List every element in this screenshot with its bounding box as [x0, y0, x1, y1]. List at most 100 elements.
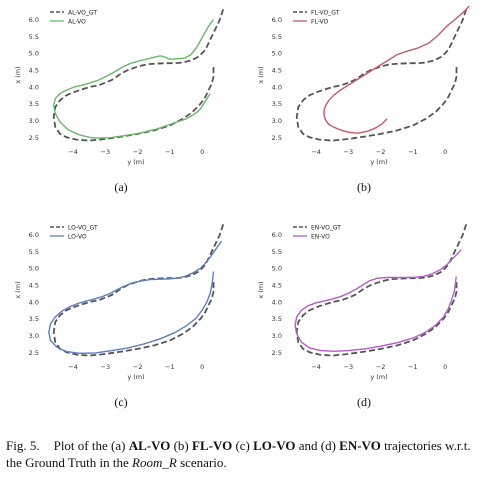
x-tick-label: 0 — [443, 363, 447, 371]
y-tick-label: 6.0 — [272, 231, 282, 239]
y-axis-label: x (m) — [14, 66, 22, 83]
y-tick-label: 3.0 — [29, 117, 39, 125]
x-axis-label: y (m) — [127, 373, 144, 381]
x-axis-label: y (m) — [127, 158, 144, 166]
estimated-trajectory-line — [323, 5, 470, 134]
plot-panel-a: 2.5 3.0 3.5 4.0 4.5 5.0 5.5 6.0 −4 −3 −2 −1 0 y (m) x … — [0, 0, 243, 200]
legend-label: FL-VO_GT — [311, 9, 340, 16]
x-tick-label: −1 — [165, 148, 175, 156]
y-tick-label: 2.5 — [29, 134, 39, 142]
x-tick-label: −2 — [133, 363, 143, 371]
y-tick-label: 4.0 — [29, 83, 39, 91]
figure-number: Fig. 5. — [6, 438, 40, 453]
y-tick-label: 3.0 — [29, 332, 39, 340]
y-tick-label: 6.0 — [29, 16, 39, 24]
y-tick-label: 5.0 — [272, 265, 282, 273]
estimated-trajectory-line — [53, 19, 215, 139]
x-tick-label: −2 — [376, 363, 386, 371]
y-tick-label: 5.5 — [272, 33, 282, 41]
y-tick-label: 4.0 — [272, 83, 282, 91]
y-tick-label: 5.5 — [272, 248, 282, 256]
legend-label: EN-VO — [311, 233, 330, 240]
caption-text-1: Plot of the (a) — [53, 438, 129, 453]
plot-area — [287, 6, 471, 144]
caption-method-3: LO-VO — [253, 438, 296, 453]
y-tick-label: 3.0 — [272, 332, 282, 340]
y-tick-label: 5.0 — [29, 50, 39, 58]
x-axis-label: y (m) — [370, 158, 387, 166]
y-tick-label: 6.0 — [272, 16, 282, 24]
x-tick-label: −3 — [344, 148, 354, 156]
caption-method-2: FL-VO — [192, 438, 233, 453]
y-tick-label: 4.5 — [29, 66, 39, 74]
x-tick-label: −3 — [101, 148, 111, 156]
x-tick-label: −3 — [101, 363, 111, 371]
legend-label: EN-VO_GT — [311, 224, 341, 231]
trajectory-plot-a: 2.5 3.0 3.5 4.0 4.5 5.0 5.5 6.0 −4 −3 −2 −1 0 y (m) x … — [14, 6, 228, 166]
legend-label: LO-VO — [68, 233, 87, 240]
caption-text-2: (b) — [170, 438, 192, 453]
ground-truth-line — [52, 9, 225, 142]
y-tick-label: 3.5 — [272, 315, 282, 323]
legend-label: AL-VO_GT — [68, 9, 97, 16]
y-tick-label: 5.0 — [272, 50, 282, 58]
ground-truth-line — [295, 224, 468, 357]
caption-text-3: (c) — [232, 438, 254, 453]
x-tick-label: −4 — [68, 148, 78, 156]
x-tick-label: −3 — [344, 363, 354, 371]
x-tick-label: 0 — [200, 148, 204, 156]
x-axis-label: y (m) — [370, 373, 387, 381]
subfigure-label-a: (a) — [114, 180, 128, 194]
y-tick-label: 4.5 — [272, 281, 282, 289]
x-tick-label: −1 — [408, 363, 418, 371]
y-tick-label: 5.5 — [29, 33, 39, 41]
y-tick-label: 3.5 — [29, 100, 39, 108]
plot-panel-b: 2.5 3.0 3.5 4.0 4.5 5.0 5.5 6.0 −4 −3 −2 −1 0 y (m) x … — [243, 0, 486, 200]
trajectory-plot-b: 2.5 3.0 3.5 4.0 4.5 5.0 5.5 6.0 −4 −3 −2 −1 0 y (m) x … — [257, 5, 471, 166]
x-tick-label: −1 — [408, 148, 418, 156]
x-tick-label: 0 — [200, 363, 204, 371]
caption-scenario: Room_R — [132, 455, 177, 470]
y-tick-label: 4.0 — [272, 298, 282, 306]
legend-label: LO-VO_GT — [68, 224, 98, 231]
estimated-trajectory-line — [48, 240, 223, 355]
trajectory-plot-d: 2.5 3.0 3.5 4.0 4.5 5.0 5.5 6.0 −4 −3 −2 −1 0 y (m) x … — [257, 221, 471, 381]
caption-text-6: scenario. — [176, 455, 227, 470]
y-axis-label: x (m) — [14, 281, 22, 298]
figure-caption: Fig. 5. Plot of the (a) AL-VO (b) FL-VO (… — [6, 437, 482, 471]
y-tick-label: 3.0 — [272, 117, 282, 125]
y-axis-label: x (m) — [257, 281, 265, 298]
y-tick-label: 5.0 — [29, 265, 39, 273]
y-tick-label: 4.5 — [272, 66, 282, 74]
y-tick-label: 5.5 — [29, 248, 39, 256]
subfigure-label-d: (d) — [357, 395, 371, 409]
legend-label: AL-VO — [68, 18, 86, 25]
legend-label: FL-VO — [311, 18, 329, 25]
trajectory-plot-c: 2.5 3.0 3.5 4.0 4.5 5.0 5.5 6.0 −4 −3 −2 −1 0 y (m) x … — [14, 221, 228, 381]
y-tick-label: 3.5 — [272, 100, 282, 108]
x-tick-label: −2 — [376, 148, 386, 156]
caption-text-5: trajectories w.r.t. the Ground Truth in … — [6, 438, 471, 470]
x-tick-label: −4 — [68, 363, 78, 371]
y-tick-label: 3.5 — [29, 315, 39, 323]
y-tick-label: 4.0 — [29, 298, 39, 306]
subfigure-label-c: (c) — [114, 395, 128, 409]
y-tick-label: 4.5 — [29, 281, 39, 289]
x-tick-label: −4 — [311, 148, 321, 156]
estimated-trajectory-line — [294, 249, 462, 353]
plot-area — [44, 6, 228, 144]
plot-area — [287, 221, 471, 359]
plot-panel-d: 2.5 3.0 3.5 4.0 4.5 5.0 5.5 6.0 −4 −3 −2 −1 0 y (m) x … — [243, 215, 486, 415]
caption-method-4: EN-VO — [339, 438, 381, 453]
subfigure-label-b: (b) — [357, 180, 371, 194]
caption-text-4: and (d) — [295, 438, 340, 453]
x-tick-label: −2 — [133, 148, 143, 156]
y-tick-label: 2.5 — [29, 349, 39, 357]
x-tick-label: −4 — [311, 363, 321, 371]
x-tick-label: 0 — [443, 148, 447, 156]
y-tick-label: 2.5 — [272, 134, 282, 142]
y-tick-label: 6.0 — [29, 231, 39, 239]
plot-panel-c: 2.5 3.0 3.5 4.0 4.5 5.0 5.5 6.0 −4 −3 −2 −1 0 y (m) x … — [0, 215, 243, 415]
y-axis-label: x (m) — [257, 66, 265, 83]
ground-truth-line — [295, 9, 468, 142]
